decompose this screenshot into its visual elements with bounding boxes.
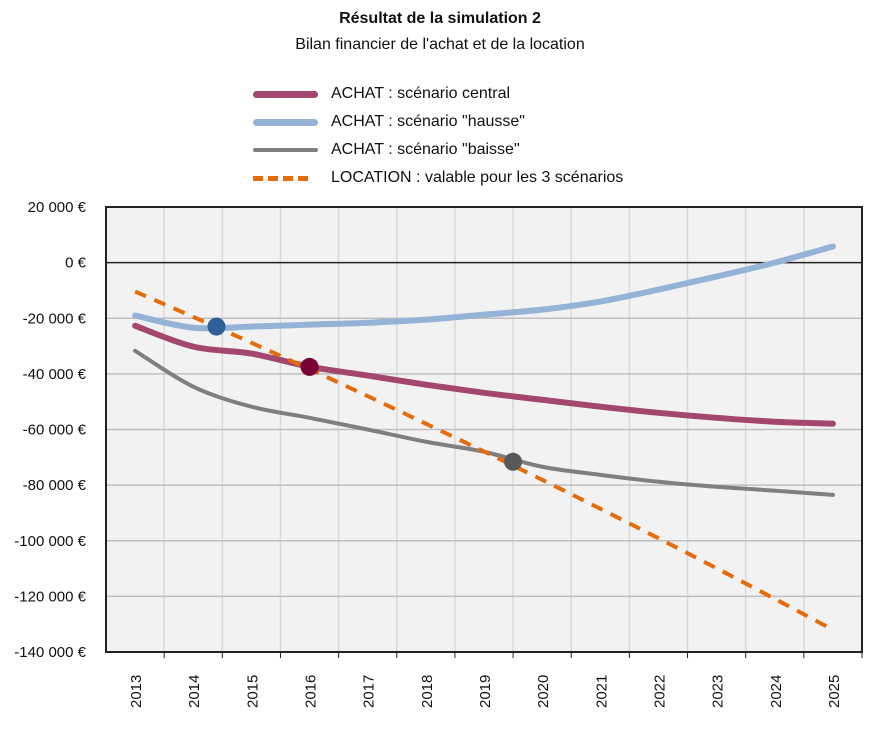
y-tick-label: -40 000 € bbox=[23, 366, 87, 383]
y-tick-label: 0 € bbox=[65, 255, 87, 272]
intersection-point bbox=[207, 317, 226, 336]
legend-item-baisse: ACHAT : scénario "baisse" bbox=[253, 139, 520, 161]
y-tick-label: -140 000 € bbox=[14, 644, 86, 661]
legend-swatch bbox=[253, 175, 308, 181]
y-tick-label: -80 000 € bbox=[23, 477, 87, 494]
y-tick-label: 20 000 € bbox=[28, 199, 87, 216]
intersection-point bbox=[504, 452, 523, 471]
y-tick-label: -60 000 € bbox=[23, 422, 87, 439]
chart-title: Résultat de la simulation 2 bbox=[339, 10, 541, 27]
x-tick-label: 2015 bbox=[244, 675, 261, 708]
legend-item-location: LOCATION : valable pour les 3 scénarios bbox=[253, 167, 623, 189]
chart-subtitle: Bilan financier de l'achat et de la loca… bbox=[295, 36, 585, 53]
x-tick-label: 2022 bbox=[651, 675, 668, 708]
legend-label: ACHAT : scénario central bbox=[331, 85, 511, 102]
legend-swatch bbox=[253, 90, 318, 98]
legend-item-hausse: ACHAT : scénario "hausse" bbox=[253, 111, 525, 133]
plot-border bbox=[105, 206, 863, 653]
x-tick-label: 2024 bbox=[768, 675, 785, 708]
series-line-3 bbox=[134, 289, 834, 632]
x-tick-label: 2020 bbox=[535, 675, 552, 708]
x-tick-label: 2018 bbox=[419, 675, 436, 708]
x-tick-label: 2023 bbox=[710, 675, 727, 708]
x-tick-label: 2019 bbox=[477, 675, 494, 708]
y-tick-label: -100 000 € bbox=[14, 533, 86, 550]
y-tick-label: -20 000 € bbox=[23, 310, 87, 327]
x-tick-label: 2025 bbox=[826, 675, 843, 708]
legend-swatch bbox=[253, 118, 318, 126]
x-tick-label: 2013 bbox=[128, 675, 145, 708]
x-tick-label: 2014 bbox=[186, 675, 203, 708]
legend-label: LOCATION : valable pour les 3 scénarios bbox=[331, 169, 624, 186]
intersection-point bbox=[300, 357, 319, 376]
legend-label: ACHAT : scénario "hausse" bbox=[331, 113, 525, 130]
series-line-0 bbox=[132, 322, 836, 427]
legend-swatch bbox=[253, 148, 318, 152]
series-line-1 bbox=[132, 243, 836, 332]
x-tick-label: 2021 bbox=[593, 675, 610, 708]
x-tick-label: 2016 bbox=[303, 675, 320, 708]
x-tick-label: 2017 bbox=[361, 675, 378, 708]
y-tick-label: -120 000 € bbox=[14, 588, 86, 605]
legend-label: ACHAT : scénario "baisse" bbox=[331, 141, 520, 158]
legend-item-central: ACHAT : scénario central bbox=[253, 83, 510, 105]
